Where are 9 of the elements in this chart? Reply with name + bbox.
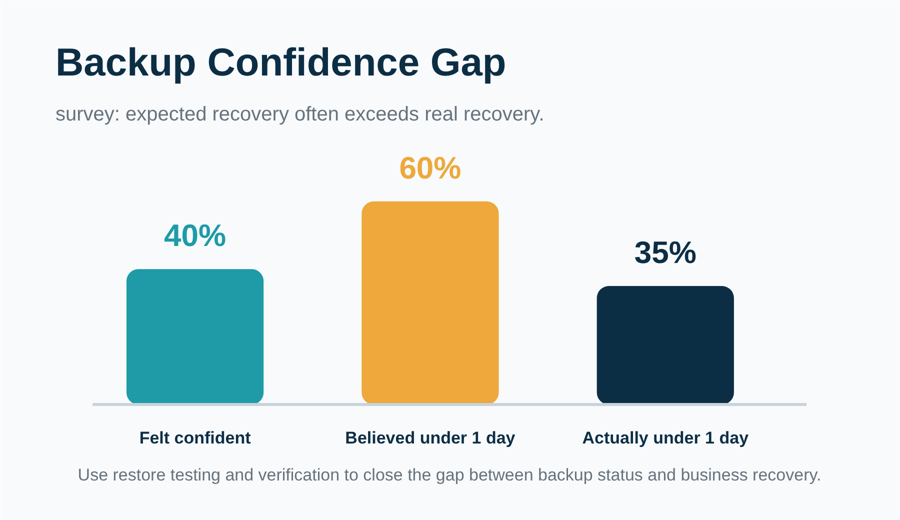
x-tick-label: Felt confident [139,428,252,448]
data-label: 35% [634,235,696,270]
text: Use restore testing and verification to close the gap between backup status and business recovery. [78,466,822,484]
data-label: 40% [164,218,226,254]
chart-title: Backup Confidence Gap [56,42,506,84]
chart-subtitle: survey: expected recovery often exceeds real recovery. [56,104,544,126]
data-label: 60% [399,150,462,186]
x-tick-label: Actually under 1 day [582,428,750,448]
x-tick-label: Believed under 1 day [345,428,516,448]
